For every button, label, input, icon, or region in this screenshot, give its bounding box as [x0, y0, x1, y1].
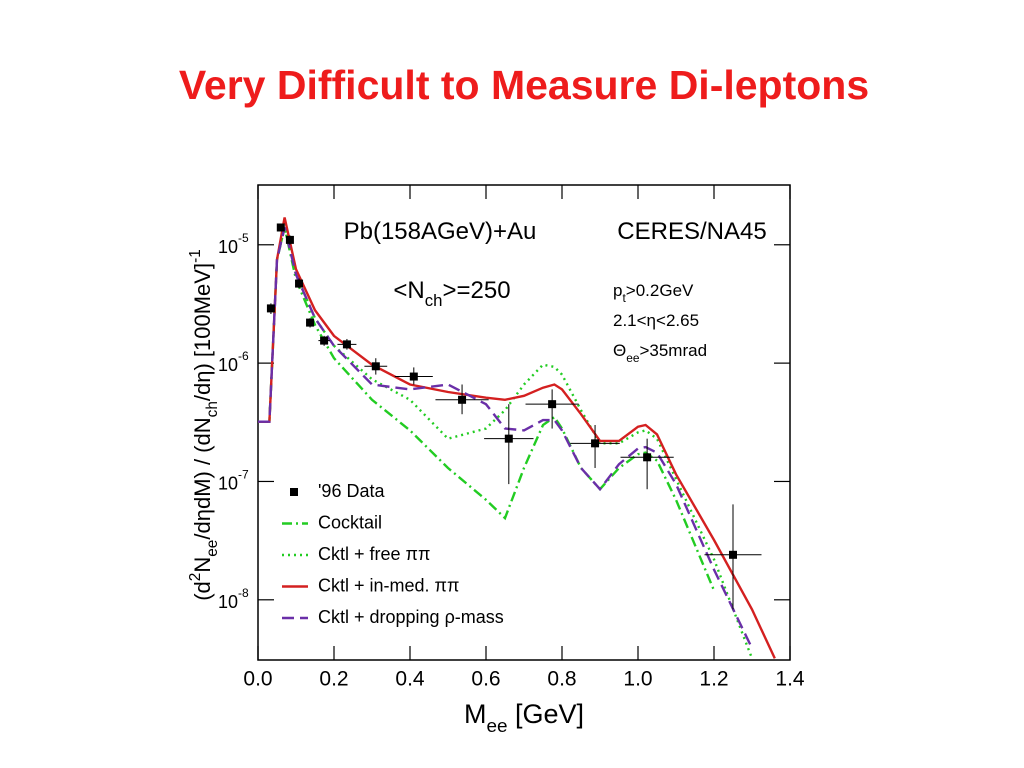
- x-tick-label: 1.0: [623, 668, 652, 691]
- y-tick-label: 10-5: [218, 231, 249, 257]
- text-part: ch: [425, 291, 443, 310]
- x-tick-label: 0.2: [319, 668, 348, 691]
- text-part: >35mrad: [639, 341, 707, 360]
- legend-label: Cktl + free ππ: [318, 544, 430, 564]
- text-part: ee: [626, 351, 640, 365]
- x-axis-label: Mee [GeV]: [464, 699, 584, 736]
- data-point: [409, 372, 418, 381]
- text-part: CERES/NA45: [617, 218, 766, 245]
- data-point: [342, 340, 351, 349]
- data-point: [591, 439, 600, 448]
- tick-base: 10: [218, 355, 238, 375]
- annotation: <Nch>=250: [393, 277, 510, 310]
- text-part: [GeV]: [507, 699, 584, 729]
- text-part: N: [190, 557, 215, 573]
- text-part: ch: [204, 401, 221, 417]
- text-part: Θ: [613, 341, 626, 360]
- series-line: [258, 217, 776, 659]
- slide-title: Very Difficult to Measure Di-leptons: [179, 62, 869, 108]
- annotation: Pb(158AGeV)+Au: [344, 218, 537, 245]
- legend-label: Cktl + in-med. ππ: [318, 575, 459, 595]
- y-axis-label: (d2Nee/dηdM) / (dNch/dη) [100MeV]-1: [187, 249, 221, 601]
- legend-marker: [290, 488, 298, 496]
- text-part: t: [622, 291, 626, 305]
- x-tick-label: 0.0: [243, 668, 272, 691]
- data-point: [285, 235, 294, 244]
- text-part: /dηdM) / (dN: [190, 417, 215, 539]
- legend-label: Cocktail: [318, 512, 382, 532]
- text-part: (d: [190, 581, 215, 601]
- text-part: Pb(158AGeV)+Au: [344, 218, 537, 245]
- annotation: 2.1<η<2.65: [613, 311, 699, 330]
- text-part: 2.1<η<2.65: [613, 311, 699, 330]
- x-tick-label: 1.2: [699, 668, 728, 691]
- x-tick-label: 0.8: [547, 668, 576, 691]
- text-part: M: [464, 699, 487, 729]
- series-line: [258, 227, 754, 659]
- tick-base: 10: [218, 237, 238, 257]
- data-point: [504, 434, 513, 443]
- tick-base: 10: [218, 473, 238, 493]
- series-line: [258, 227, 716, 591]
- annotation: Θee>35mrad: [613, 341, 707, 365]
- data-point: [266, 304, 275, 313]
- legend-label: '96 Data: [318, 481, 385, 501]
- data-point: [548, 400, 557, 409]
- data-point: [276, 223, 285, 232]
- data-point: [306, 318, 315, 327]
- data-point: [371, 362, 380, 371]
- legend-label: Cktl + dropping ρ-mass: [318, 607, 504, 627]
- text-part: <N: [393, 277, 424, 304]
- tick-exponent: -5: [238, 231, 249, 245]
- x-tick-label: 0.4: [395, 668, 425, 691]
- text-part: ee: [204, 540, 221, 557]
- text-part: p: [613, 281, 622, 300]
- text-part: >=250: [443, 277, 511, 304]
- text-part: /dη) [100MeV]: [190, 263, 215, 401]
- x-tick-label: 1.4: [775, 668, 805, 691]
- text-part: >0.2GeV: [626, 281, 694, 300]
- tick-base: 10: [218, 592, 238, 612]
- text-part: ee: [486, 716, 507, 737]
- y-tick-label: 10-6: [218, 349, 249, 375]
- text-part: 2: [187, 573, 204, 582]
- annotation: CERES/NA45: [617, 218, 766, 245]
- x-tick-label: 0.6: [471, 668, 500, 691]
- y-tick-label: 10-8: [218, 586, 249, 612]
- annotation: pt>0.2GeV: [613, 281, 694, 305]
- data-point: [295, 279, 304, 288]
- data-point: [729, 550, 737, 559]
- data-point: [458, 395, 467, 404]
- data-point: [320, 336, 329, 345]
- data-point: [643, 453, 652, 462]
- y-tick-label: 10-7: [218, 468, 249, 494]
- tick-exponent: -7: [238, 468, 249, 482]
- text-part: -1: [187, 249, 204, 263]
- tick-exponent: -8: [238, 586, 249, 600]
- series-line: [258, 227, 754, 649]
- tick-exponent: -6: [238, 349, 249, 363]
